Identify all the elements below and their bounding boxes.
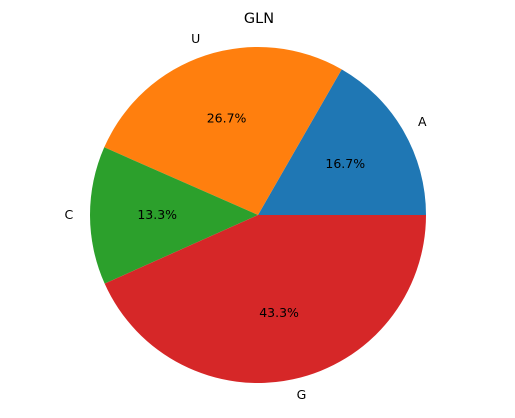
pie-slice-a <box>258 69 426 215</box>
category-label-g: G <box>297 387 307 402</box>
pie-slice-u <box>104 46 342 215</box>
pie-slice-g <box>104 215 427 383</box>
category-label-u: U <box>191 31 200 46</box>
category-labels: A U C G <box>64 31 426 402</box>
category-label-c: C <box>64 207 73 222</box>
chart-title: GLN <box>244 11 274 27</box>
percent-label-g: 43.3% <box>259 305 299 320</box>
pie-slice-c <box>90 147 258 284</box>
percent-label-u: 26.7% <box>207 111 247 126</box>
percent-label-c: 13.3% <box>137 207 177 222</box>
category-label-a: A <box>418 114 427 129</box>
pie-slices <box>90 46 427 383</box>
percent-labels: 16.7% 26.7% 13.3% 43.3% <box>137 111 365 320</box>
percent-label-a: 16.7% <box>325 156 365 171</box>
